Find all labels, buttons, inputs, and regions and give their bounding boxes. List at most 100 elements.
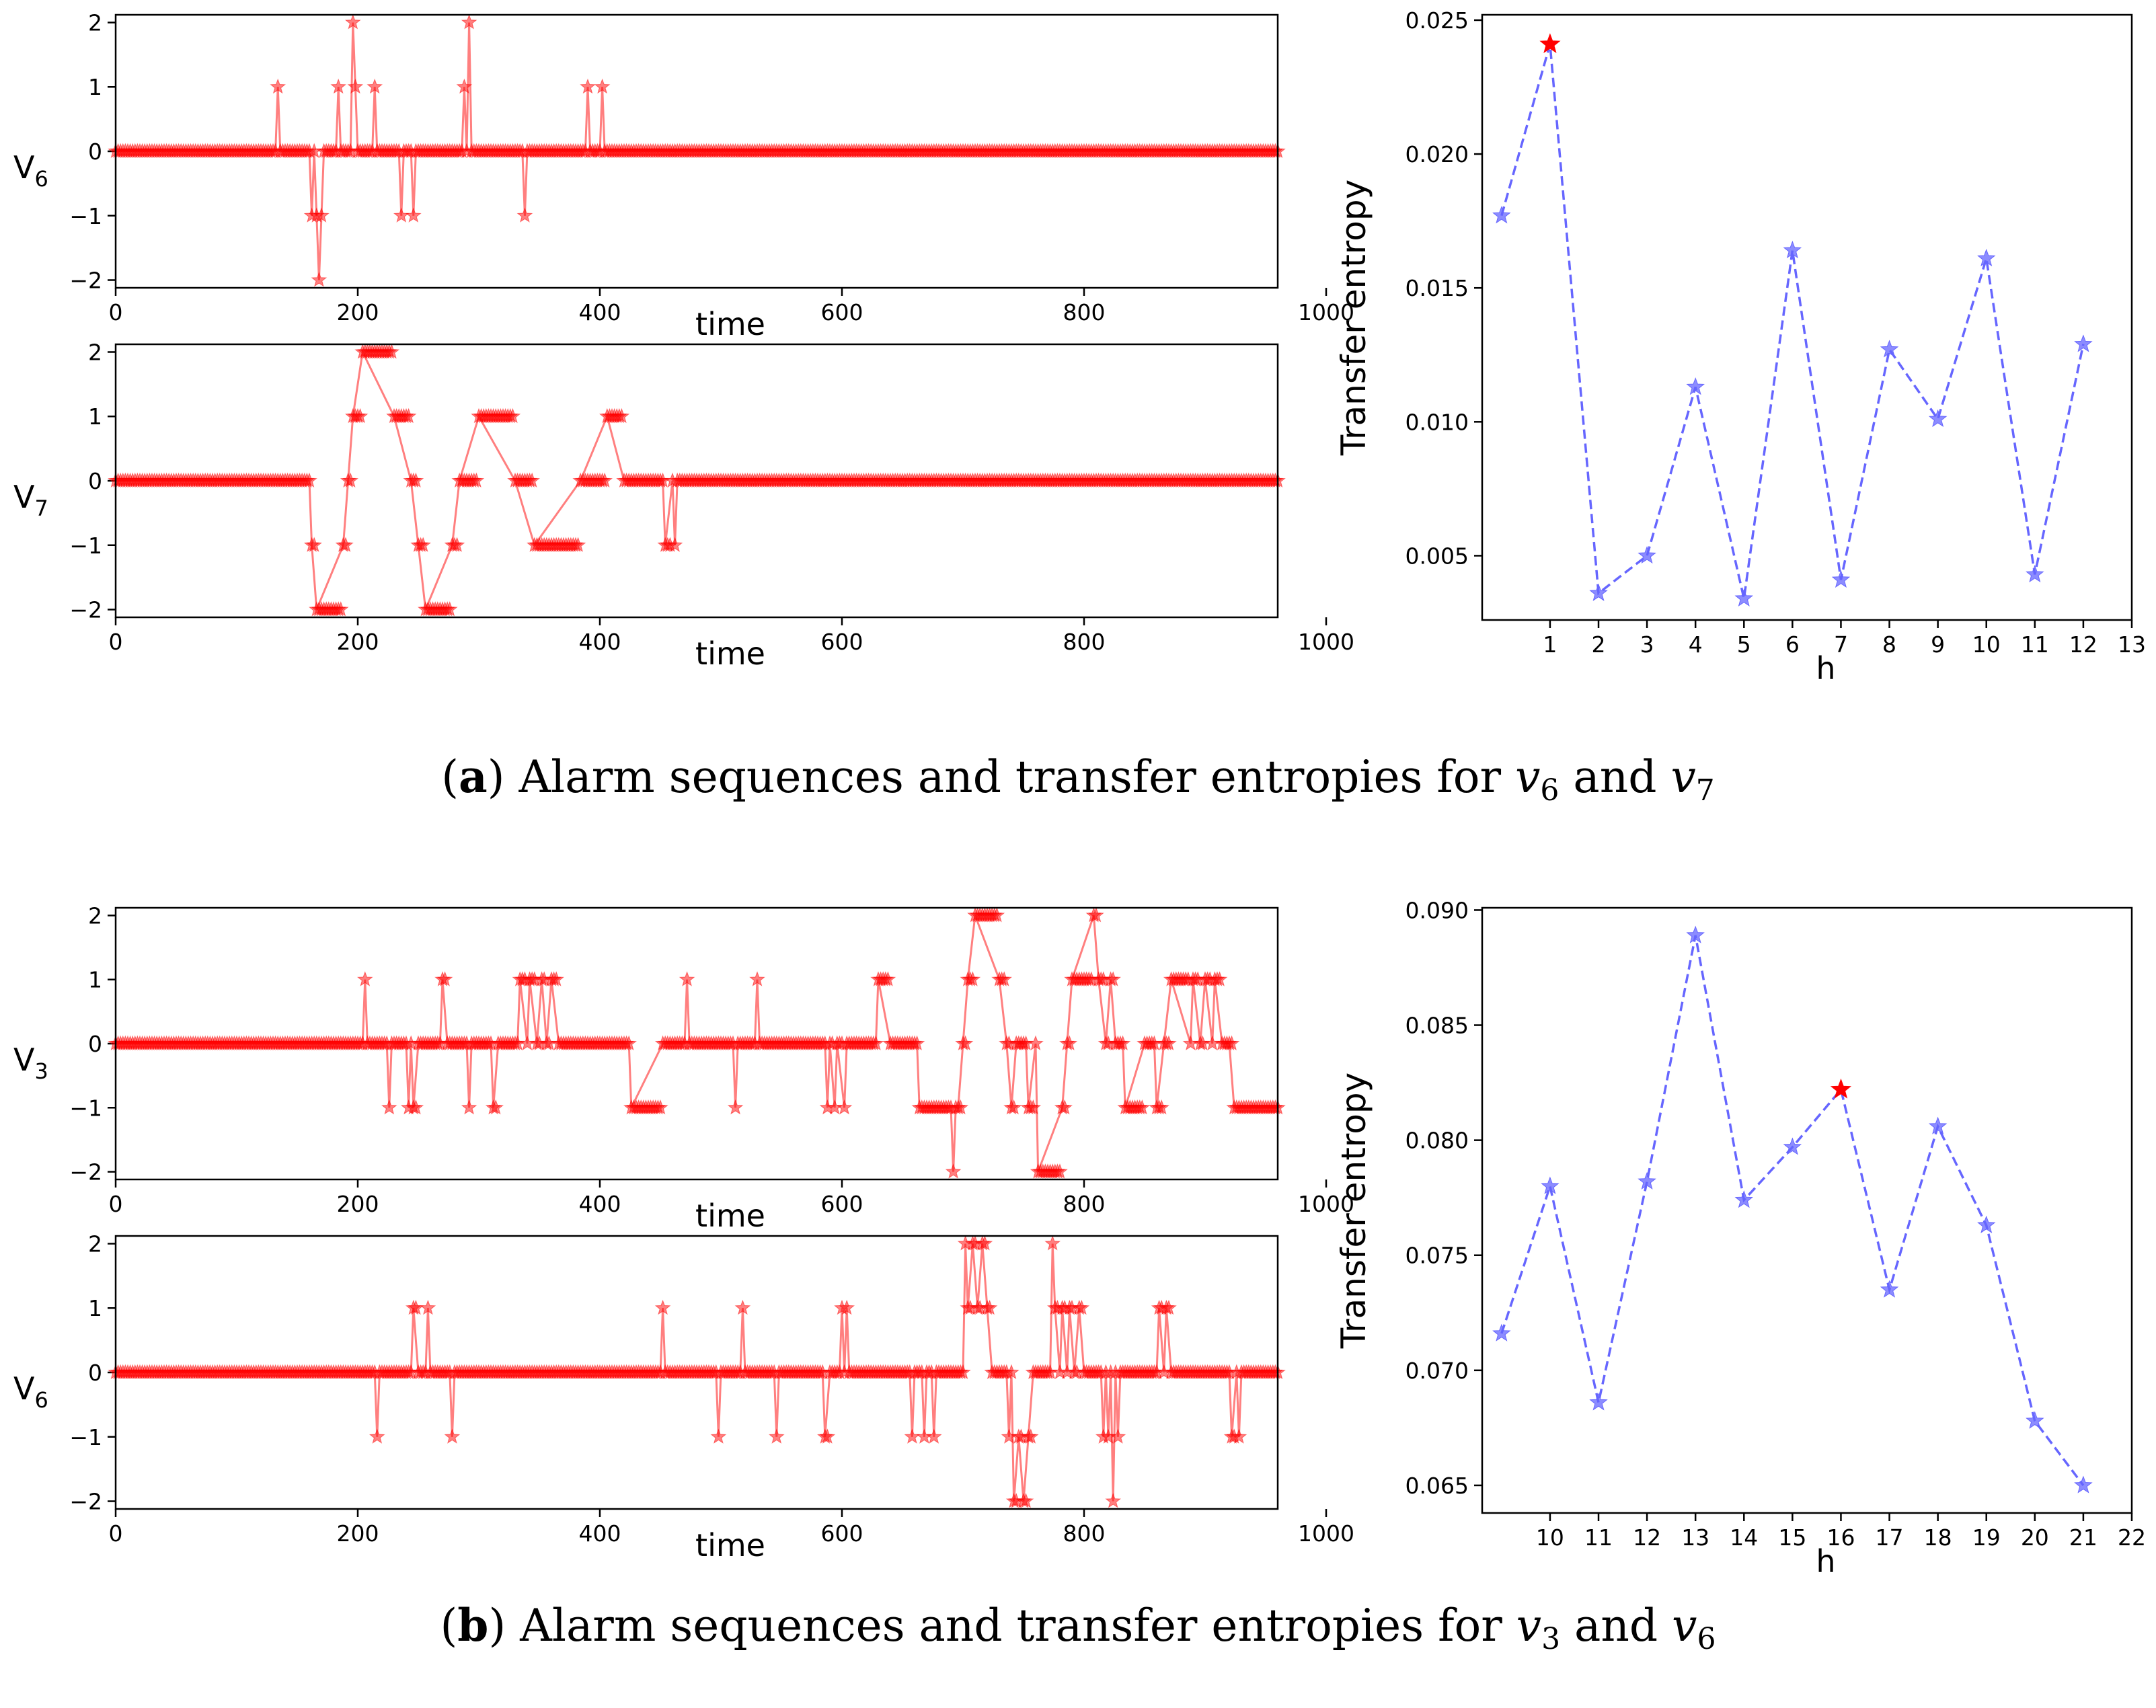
alarm-point xyxy=(945,1163,962,1179)
x-tick-label: 12 xyxy=(1633,1524,1661,1551)
x-tick-label: 200 xyxy=(337,299,379,325)
te-point xyxy=(1928,1116,1948,1134)
y-tick-label: 0.065 xyxy=(1406,1473,1469,1499)
alarm-point xyxy=(524,472,541,488)
alarm-point xyxy=(1003,1364,1019,1380)
alarm-point xyxy=(909,1035,925,1051)
y-axis-label: Transfer entropy xyxy=(1334,1073,1373,1349)
x-tick-label: 1000 xyxy=(1298,629,1354,655)
alarm-point xyxy=(441,601,458,617)
x-tick-label: 6 xyxy=(1785,631,1800,658)
x-tick-label: 0 xyxy=(109,1520,123,1547)
x-tick-label: 9 xyxy=(1931,631,1945,658)
y-tick-label: 0.075 xyxy=(1406,1243,1469,1269)
x-tick-label: 10 xyxy=(1972,631,2001,658)
te-point xyxy=(1783,1137,1802,1155)
alarm-point xyxy=(306,537,323,552)
y-tick-label: 0.080 xyxy=(1406,1128,1469,1154)
alarm-point xyxy=(369,1428,385,1444)
y-tick-label: 0 xyxy=(88,139,102,165)
alarm-point xyxy=(955,1364,971,1380)
y-tick-label: −2 xyxy=(69,1159,102,1186)
alarm-point xyxy=(381,1099,397,1115)
alarm-markers xyxy=(108,1235,1286,1508)
alarm-point xyxy=(1161,1299,1177,1315)
alarm-point xyxy=(594,78,611,94)
te-point xyxy=(1492,1323,1511,1342)
alarm-point xyxy=(1017,1493,1034,1508)
plot-frame xyxy=(114,1235,1279,1510)
alarm-point xyxy=(904,1428,921,1444)
te-point xyxy=(1734,1190,1753,1208)
alarm-point xyxy=(621,1035,638,1051)
alarm-point xyxy=(1105,1493,1122,1508)
plot-frame xyxy=(114,343,1279,619)
te-point xyxy=(1831,570,1851,588)
x-tick-label: 200 xyxy=(337,629,379,655)
alarm-point xyxy=(839,1299,855,1315)
alarm-markers xyxy=(108,14,1286,287)
alarm-point xyxy=(488,1099,504,1115)
plot-frame xyxy=(114,13,1279,289)
alarm-sequence-plot-b-top: 0 200 400 600 800 1000 −2 −1 0 1 2 time V3 xyxy=(13,902,1354,1234)
x-axis-label: time xyxy=(695,306,765,342)
te-point xyxy=(1638,545,1656,564)
y-axis-label: V3 xyxy=(13,1042,48,1084)
transfer-entropy-plot-a: 1 2 3 4 5 6 7 8 9 10 11 12 130.0050.0100.0150.0200.0… xyxy=(1334,7,2146,687)
y-tick-label: 1 xyxy=(88,403,102,430)
x-tick-label: 13 xyxy=(1681,1524,1709,1551)
alarm-point xyxy=(666,537,683,552)
y-tick-label: −1 xyxy=(69,203,102,229)
y-tick-label: 0.015 xyxy=(1406,275,1469,301)
y-tick-label: −2 xyxy=(69,268,102,294)
y-tick-label: 2 xyxy=(88,1231,102,1257)
x-tick-label: 1 xyxy=(1543,631,1557,658)
te-point xyxy=(1783,240,1802,259)
alarm-point xyxy=(400,407,417,424)
x-tick-label: 400 xyxy=(579,299,621,325)
x-tick-label: 7 xyxy=(1834,631,1848,658)
x-tick-label: 2 xyxy=(1592,631,1606,658)
x-tick-label: 15 xyxy=(1778,1524,1806,1551)
alarm-point xyxy=(1105,971,1122,986)
y-tick-label: 0.005 xyxy=(1406,543,1469,569)
alarm-point xyxy=(332,601,349,617)
y-tick-label: 0.020 xyxy=(1406,141,1469,167)
te-point xyxy=(2026,1411,2044,1429)
alarm-point xyxy=(393,207,410,223)
y-tick-label: 0.010 xyxy=(1406,409,1469,435)
x-tick-label: 5 xyxy=(1737,631,1751,658)
alarm-point xyxy=(344,14,361,30)
x-tick-label: 0 xyxy=(109,1191,123,1217)
alarm-sequence-plot-a-bottom: 0 200 400 600 800 1000 −2 −1 0 1 2 time V7 xyxy=(13,339,1354,672)
x-tick-label: 11 xyxy=(2021,631,2049,658)
x-tick-label: 800 xyxy=(1063,1520,1106,1547)
alarm-point xyxy=(504,407,521,424)
te-point xyxy=(1541,1176,1560,1194)
alarm-series-line xyxy=(116,915,1278,1173)
alarm-point xyxy=(461,1099,477,1115)
alarm-point xyxy=(311,272,328,287)
x-tick-label: 200 xyxy=(337,1520,379,1547)
x-tick-label: 21 xyxy=(2069,1524,2097,1551)
alarm-point xyxy=(461,14,477,30)
alarm-markers xyxy=(108,906,1286,1179)
alarm-point xyxy=(313,207,330,223)
x-tick-label: 1000 xyxy=(1298,1520,1354,1547)
alarm-point xyxy=(1005,1099,1022,1115)
plot-frame xyxy=(114,906,1279,1181)
te-point xyxy=(2074,1475,2093,1493)
alarm-point xyxy=(1153,1099,1170,1115)
caption-b: (b) Alarm sequences and transfer entropi… xyxy=(440,1599,1716,1656)
x-tick-label: 200 xyxy=(337,1191,379,1217)
x-tick-label: 600 xyxy=(821,1191,863,1217)
alarm-point xyxy=(1056,1099,1073,1115)
x-axis-label: h xyxy=(1816,650,1835,687)
alarm-point xyxy=(516,207,533,223)
x-tick-label: 14 xyxy=(1730,1524,1758,1551)
alarm-point xyxy=(1022,1428,1039,1444)
y-tick-label: 0.025 xyxy=(1406,7,1469,34)
y-tick-label: 2 xyxy=(88,9,102,36)
alarm-point xyxy=(347,78,364,94)
